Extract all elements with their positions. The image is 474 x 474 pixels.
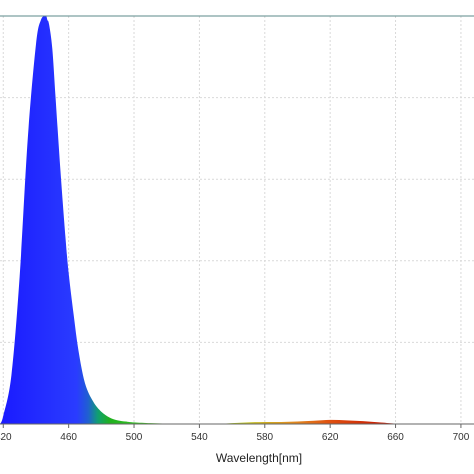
x-tick-label: 580 <box>256 432 273 443</box>
x-tick-label: 460 <box>60 432 77 443</box>
spectrum-area <box>0 15 404 424</box>
x-axis-title: Wavelength[nm] <box>216 451 302 465</box>
gridlines <box>0 16 474 424</box>
x-tick-label: 540 <box>191 432 208 443</box>
x-tick-label: 420 <box>0 432 12 443</box>
x-tick-label: 620 <box>322 432 339 443</box>
x-tick-label: 700 <box>453 432 470 443</box>
x-tick-label: 660 <box>387 432 404 443</box>
x-tick-label: 500 <box>126 432 143 443</box>
x-axis-ticks: 420 460 500 540 580 620 660 700 <box>0 424 470 443</box>
